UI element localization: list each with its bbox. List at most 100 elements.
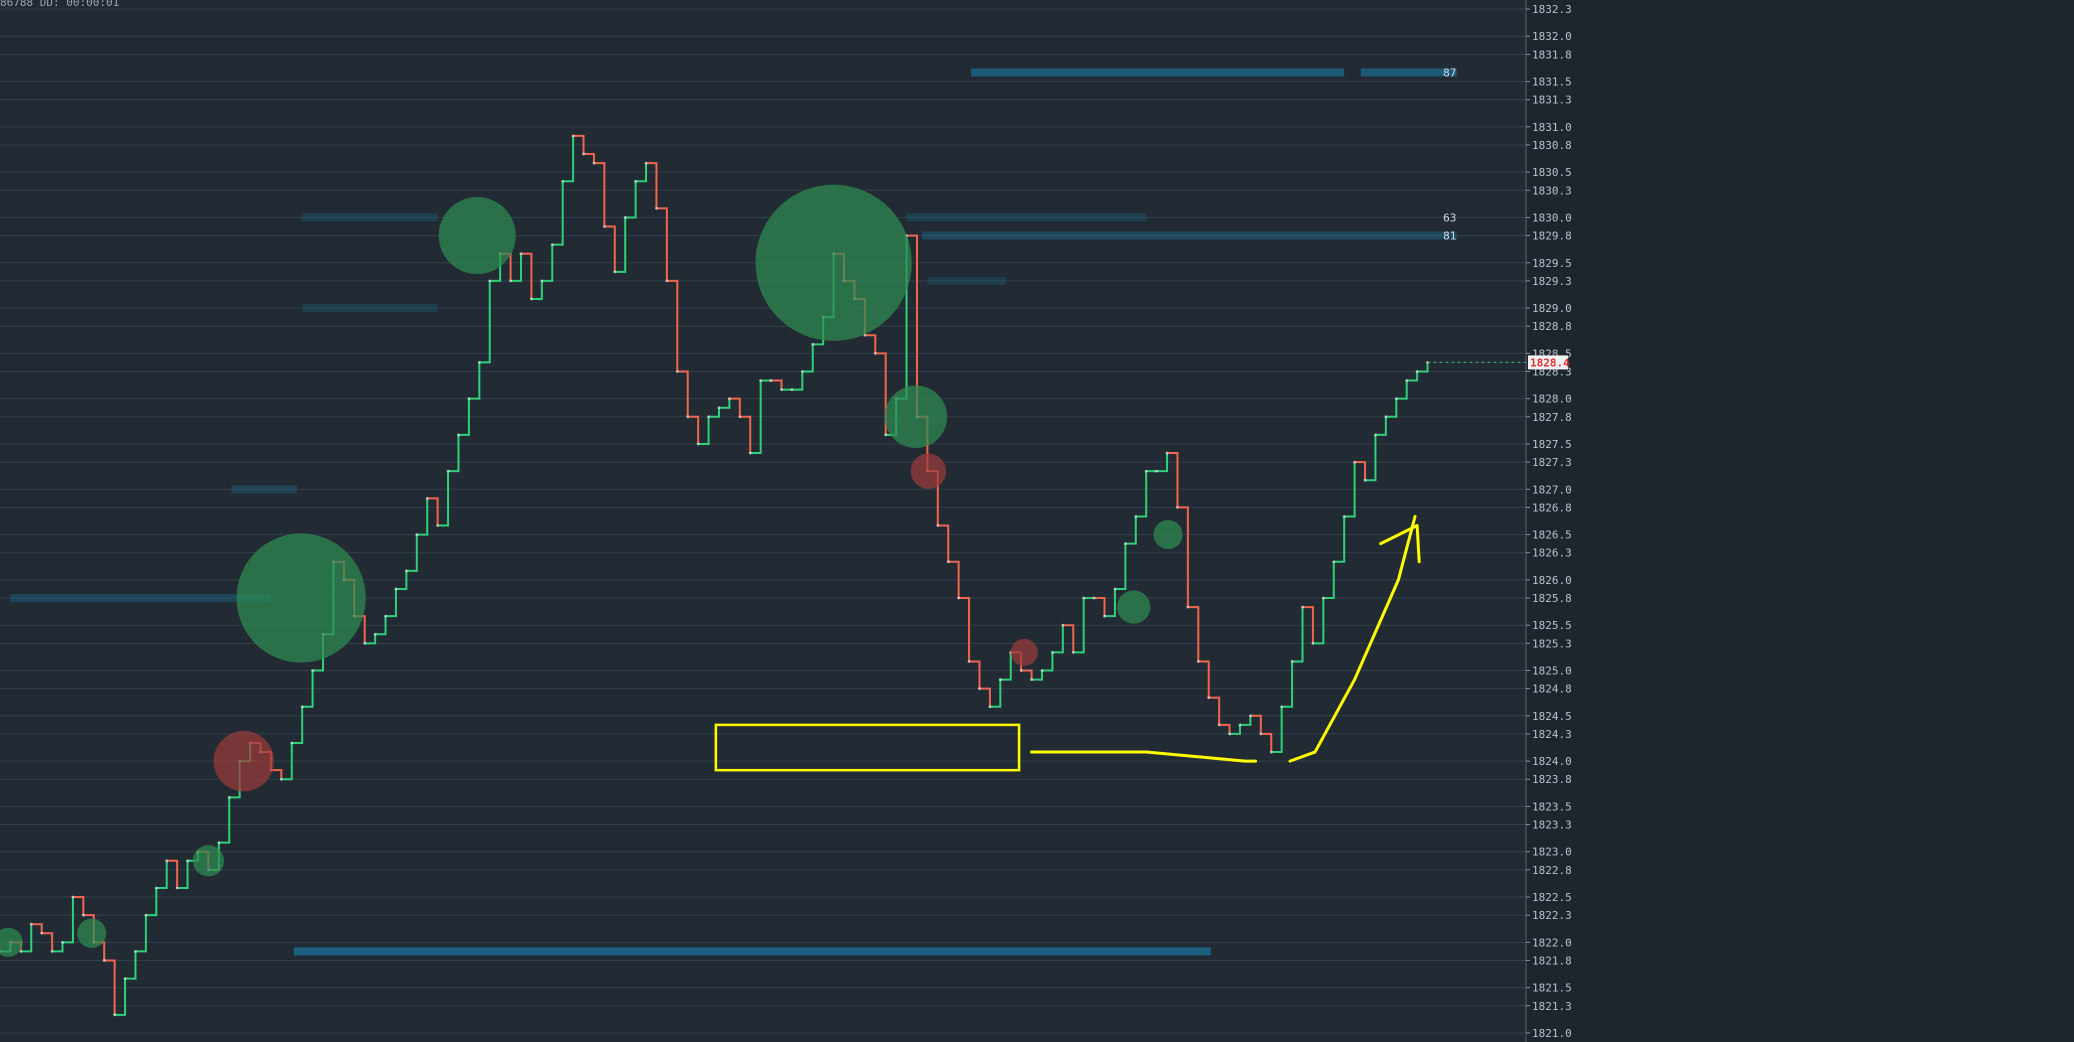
price-step xyxy=(948,560,960,599)
price-step xyxy=(1156,453,1169,473)
price-step xyxy=(385,588,397,618)
price-step xyxy=(1312,598,1325,645)
liquidity-bar xyxy=(971,68,1345,77)
price-step xyxy=(864,334,877,354)
price-point xyxy=(1321,596,1325,600)
price-point xyxy=(404,569,408,573)
price-point xyxy=(1259,732,1263,736)
price-point xyxy=(1165,451,1169,455)
price-step xyxy=(687,415,700,444)
price-step xyxy=(1135,471,1148,518)
price-step xyxy=(937,524,950,562)
price-point xyxy=(602,225,606,228)
price-step xyxy=(1292,607,1304,663)
price-step xyxy=(281,742,293,781)
sell-trade-bubble xyxy=(910,453,947,489)
price-step xyxy=(562,135,575,183)
price-point xyxy=(1155,469,1159,473)
price-step xyxy=(104,959,116,1015)
price-point xyxy=(363,641,367,645)
price-step xyxy=(1365,434,1377,482)
price-point xyxy=(29,922,33,926)
price-point xyxy=(582,152,585,156)
price-step xyxy=(302,670,314,708)
price-point xyxy=(728,397,731,401)
price-step xyxy=(979,687,991,707)
price-step xyxy=(1417,362,1429,373)
price-point xyxy=(519,252,523,256)
y-tick-label: 1826.0 xyxy=(1532,574,1572,587)
price-point xyxy=(457,433,460,437)
buy-trade-bubble xyxy=(438,197,516,275)
price-point xyxy=(113,1013,117,1017)
price-step xyxy=(646,162,658,209)
price-point xyxy=(509,279,512,283)
price-point xyxy=(1186,605,1190,609)
price-point xyxy=(467,397,471,401)
price-point xyxy=(279,777,283,781)
price-step xyxy=(1239,715,1252,726)
price-step xyxy=(718,398,731,409)
price-point xyxy=(644,161,648,165)
last-price-marker: 1828.4 xyxy=(1427,355,1570,370)
price-step xyxy=(62,897,74,944)
price-point xyxy=(1290,660,1294,663)
price-point xyxy=(988,705,992,709)
buy-trade-bubble xyxy=(1117,590,1151,624)
price-step xyxy=(1021,669,1033,680)
price-point xyxy=(477,361,481,364)
price-step xyxy=(31,923,43,934)
price-point xyxy=(311,669,314,672)
y-tick-label: 1828.0 xyxy=(1532,393,1572,406)
price-point xyxy=(759,379,763,382)
price-step xyxy=(708,407,720,418)
support-zone-box xyxy=(714,723,1021,772)
price-step xyxy=(604,225,616,272)
y-tick-label: 1824.3 xyxy=(1532,728,1572,741)
price-step xyxy=(1302,606,1314,644)
price-step xyxy=(1177,506,1189,608)
buy-trade-bubble xyxy=(236,533,366,663)
y-tick-label: 1825.5 xyxy=(1532,619,1572,632)
price-step xyxy=(958,597,971,662)
price-step xyxy=(1229,724,1241,735)
price-step xyxy=(989,679,1002,708)
price-point xyxy=(655,207,658,210)
y-tick-label: 1827.8 xyxy=(1532,411,1572,424)
price-step xyxy=(739,415,752,454)
price-step xyxy=(791,371,804,391)
buy-trade-bubble xyxy=(1153,520,1183,550)
price-step xyxy=(1271,706,1283,754)
price-step xyxy=(166,859,179,888)
buy-trade-bubble xyxy=(0,927,23,957)
status-text: 86788 DD: 00:00:01 xyxy=(0,0,120,9)
price-point xyxy=(1061,623,1065,627)
price-step xyxy=(1260,732,1273,753)
y-tick-label: 1829.0 xyxy=(1532,302,1572,315)
price-point xyxy=(1144,469,1148,473)
liquidity-layer xyxy=(10,68,1457,956)
annotation-layer xyxy=(714,514,1421,772)
liquidity-bar xyxy=(302,304,438,313)
price-point xyxy=(394,587,398,591)
y-tick-label: 1830.8 xyxy=(1532,139,1572,152)
price-step xyxy=(1000,652,1012,681)
price-point xyxy=(144,913,148,917)
price-step xyxy=(698,416,710,445)
price-point xyxy=(884,433,888,437)
price-step xyxy=(1250,714,1262,734)
y-tick-label: 1829.5 xyxy=(1532,257,1572,270)
price-point xyxy=(540,279,544,283)
price-step xyxy=(1385,398,1398,418)
price-point xyxy=(1092,596,1096,600)
liquidity-bar xyxy=(1360,68,1457,77)
y-tick-label: 1826.3 xyxy=(1532,547,1572,560)
price-step xyxy=(510,253,522,282)
price-step xyxy=(1073,598,1085,654)
price-point xyxy=(50,949,54,953)
y-tick-label: 1829.8 xyxy=(1532,230,1572,243)
price-point xyxy=(748,451,752,455)
price-step xyxy=(41,932,54,952)
y-tick-label: 1831.0 xyxy=(1532,121,1572,134)
